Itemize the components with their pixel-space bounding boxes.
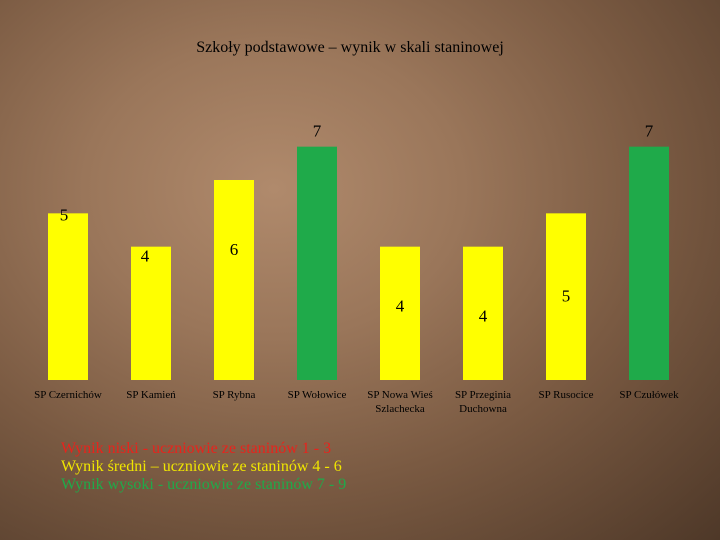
legend-item-medium: Wynik średni – uczniowie ze staninów 4 -… (61, 458, 342, 475)
value-label-6: 5 (562, 286, 571, 305)
bar-0 (48, 213, 88, 380)
value-labels-group: 5 4 6 7 4 4 5 7 (60, 122, 654, 326)
value-label-3: 7 (313, 122, 322, 141)
chart-title: Szkoły podstawowe – wynik w skali stanin… (196, 39, 504, 56)
bar-7 (629, 146, 669, 380)
value-label-1: 4 (141, 247, 150, 266)
bar-3 (297, 146, 337, 380)
category-label-3: SP Wołowice (288, 389, 347, 401)
value-label-5: 4 (479, 307, 488, 326)
category-label-0: SP Czernichów (34, 389, 102, 401)
bar-4 (380, 246, 420, 380)
category-labels-group: SP Czernichów SP Kamień SP Rybna SP Wołowic… (34, 389, 679, 415)
value-label-4: 4 (396, 297, 405, 316)
category-label-1: SP Kamień (126, 389, 176, 401)
legend-item-low: Wynik niski - uczniowie ze staninów 1 - … (61, 440, 332, 457)
bar-2 (214, 180, 254, 380)
legend: Wynik niski - uczniowie ze staninów 1 - … (61, 440, 346, 494)
category-label-6: SP Rusocice (539, 389, 594, 401)
value-label-0: 5 (60, 205, 69, 224)
category-label-2: SP Rybna (213, 389, 256, 401)
bar-6 (546, 213, 586, 380)
bars-group (48, 146, 669, 380)
category-label-7: SP Czułówek (619, 389, 679, 401)
value-label-7: 7 (645, 122, 654, 141)
bar-1 (131, 246, 171, 380)
bar-5 (463, 246, 503, 380)
value-label-2: 6 (230, 240, 239, 259)
category-label-5: SP Przeginia Duchowna (455, 389, 511, 415)
legend-item-high: Wynik wysoki - uczniowie ze staninów 7 -… (61, 476, 347, 493)
category-label-4: SP Nowa Wieś Szlachecka (367, 389, 433, 415)
